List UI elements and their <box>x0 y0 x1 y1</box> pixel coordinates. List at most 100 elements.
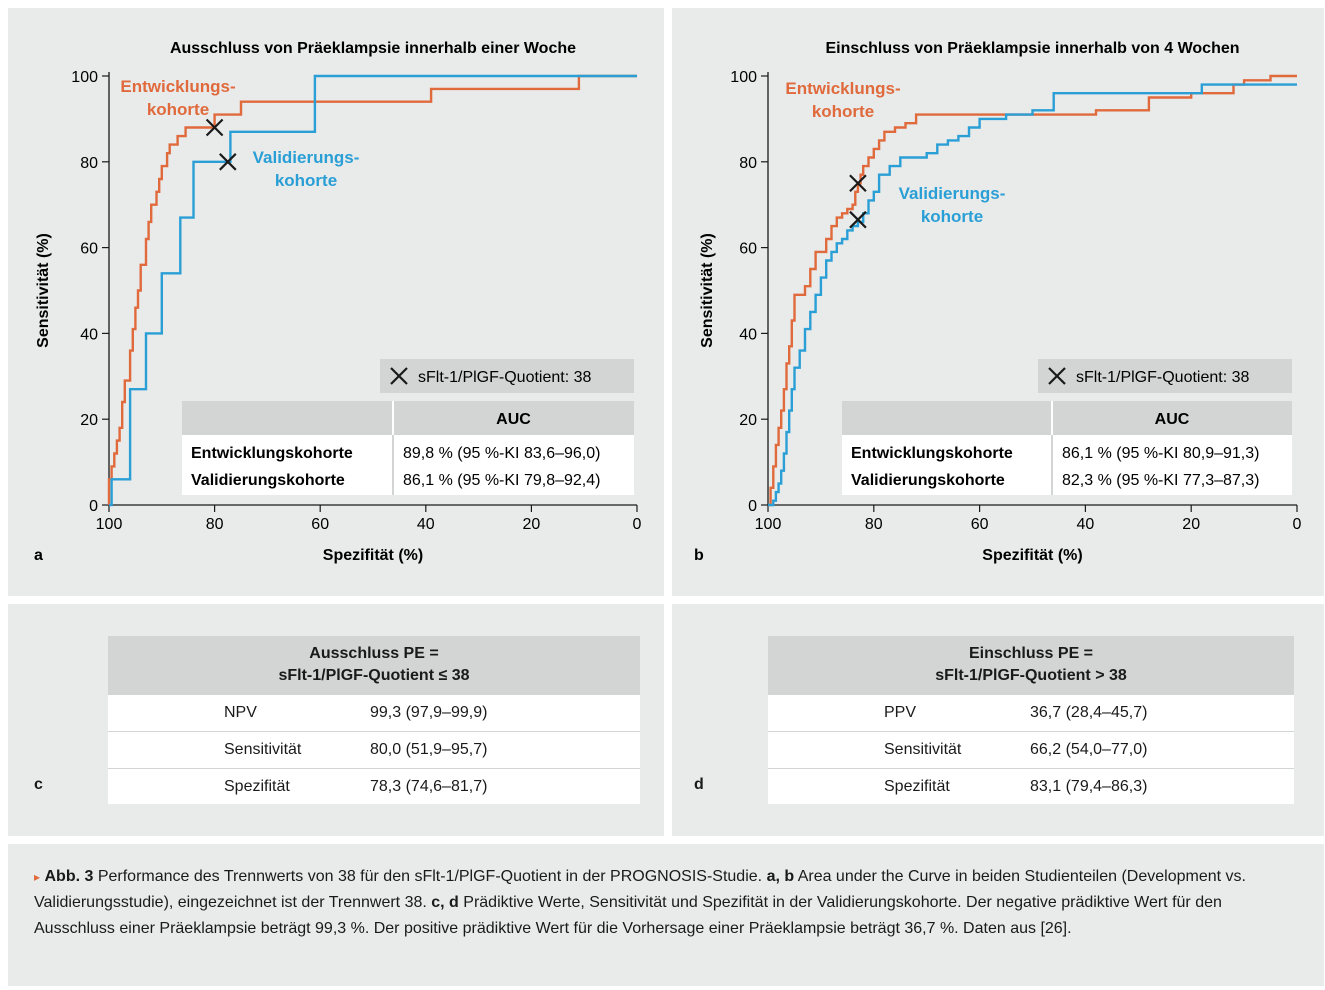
series-line-1 <box>109 74 637 507</box>
roc-chart-a: Ausschluss von Präeklampsie innerhalb ei… <box>34 40 642 564</box>
x-tick-label: 60 <box>971 516 989 533</box>
y-axis-label: Sensitivität (%) <box>35 233 52 348</box>
row-value: 99,3 (97,9–99,9) <box>370 704 488 721</box>
y-tick-label: 0 <box>748 498 757 515</box>
auc-body-bg <box>842 435 1292 495</box>
series-label-0: Entwicklungs-kohorte <box>785 79 900 121</box>
legend-cross-stroke <box>390 367 408 385</box>
table-header-line-2: sFlt-1/PlGF-Quotient > 38 <box>935 667 1127 684</box>
table-row: Sensitivität 80,0 (51,9–95,7) <box>108 731 640 768</box>
cutoff-marker-icon <box>849 174 867 193</box>
y-tick-label: 80 <box>80 155 98 172</box>
marker-legend-box <box>1038 359 1292 393</box>
caption-ref: a, b <box>766 868 795 885</box>
auc-row-value: 82,3 % (95 %-KI 77,3–87,3) <box>1062 472 1259 489</box>
panel-b: Einschluss von Präeklampsie innerhalb vo… <box>672 8 1324 596</box>
auc-header-bg <box>842 401 1292 435</box>
legend-cross-icon <box>1048 367 1066 385</box>
cutoff-marker-icon <box>849 210 867 229</box>
auc-body-bg <box>182 435 634 495</box>
series-label-1: Validierungs-kohorte <box>253 148 360 190</box>
x-tick-label: 0 <box>1293 516 1302 533</box>
table-header-line-1: Einschluss PE = <box>968 645 1094 662</box>
series-line-0 <box>107 74 637 505</box>
series-label-0: Entwicklungs-kohorte <box>120 77 235 119</box>
auc-header-bg <box>182 401 634 435</box>
caption-text: Performance des Trennwerts von 38 für de… <box>97 868 763 885</box>
series-label-line: Entwicklungs- <box>120 77 235 96</box>
y-tick-label: 20 <box>739 412 757 429</box>
marker-legend-label: sFlt-1/PlGF-Quotient: 38 <box>1076 369 1249 386</box>
row-label: Spezifität <box>224 778 290 795</box>
y-tick-label: 20 <box>80 412 98 429</box>
table-header: Ausschluss PE = sFlt-1/PlGF-Quotient ≤ 3… <box>108 636 640 694</box>
auc-header: AUC <box>1155 411 1190 428</box>
row-value: 80,0 (51,9–95,7) <box>370 741 488 758</box>
x-tick-label: 20 <box>523 516 541 533</box>
series-label-line: Entwicklungs- <box>785 79 900 98</box>
y-tick-label: 100 <box>71 69 98 86</box>
auc-row-value: 86,1 % (95 %-KI 80,9–91,3) <box>1062 445 1259 462</box>
chart-title: Ausschluss von Präeklampsie innerhalb ei… <box>170 40 576 57</box>
x-tick-label: 80 <box>206 516 224 533</box>
table-row: Spezifität 83,1 (79,4–86,3) <box>768 768 1294 805</box>
series-label-line: kohorte <box>812 102 874 121</box>
auc-row-label: Validierungskohorte <box>191 472 345 489</box>
caption-label: Abb. 3 <box>44 868 94 885</box>
series-line-1 <box>768 83 1297 507</box>
series-label-line: kohorte <box>147 100 209 119</box>
y-tick-label: 100 <box>730 69 757 86</box>
cutoff-marker-icon <box>219 153 237 171</box>
y-axis-label: Sensitivität (%) <box>699 233 716 348</box>
series-label-line: kohorte <box>275 171 337 190</box>
caption-text: Area under the Curve in beiden Studi­ent… <box>34 868 1246 911</box>
x-axis-label: Spezifität (%) <box>323 547 423 564</box>
panel-a: Ausschluss von Präeklampsie innerhalb ei… <box>8 8 664 596</box>
auc-row-value: 89,8 % (95 %-KI 83,6–96,0) <box>403 445 600 462</box>
roc-chart-b: Einschluss von Präeklampsie innerhalb vo… <box>694 40 1302 564</box>
auc-row-label: Entwicklungskohorte <box>851 445 1013 462</box>
figure-caption: ▸ Abb. 3 Performance des Trennwerts von … <box>8 844 1324 986</box>
caption-marker-icon: ▸ <box>34 870 41 884</box>
chart-title: Einschluss von Präeklampsie innerhalb vo… <box>825 40 1239 57</box>
x-tick-label: 100 <box>96 516 123 533</box>
series-label-1: Validierungs-kohorte <box>899 184 1006 226</box>
x-tick-label: 0 <box>633 516 642 533</box>
table-header-line-2: sFlt-1/PlGF-Quotient ≤ 38 <box>278 667 470 684</box>
y-tick-label: 40 <box>80 326 98 343</box>
row-value: 83,1 (79,4–86,3) <box>1030 778 1148 795</box>
series-label-line: kohorte <box>921 207 983 226</box>
cutoff-marker-stroke <box>219 153 237 171</box>
row-value: 78,3 (74,6–81,7) <box>370 778 488 795</box>
table-row: Spezifität 78,3 (74,6–81,7) <box>108 768 640 805</box>
cutoff-marker-stroke <box>849 210 867 229</box>
x-tick-label: 40 <box>417 516 435 533</box>
caption-text: Prädiktive Werte, Sensitivität und Spezi… <box>34 894 1222 937</box>
auc-row-label: Validierungskohorte <box>851 472 1005 489</box>
auc-row-label: Entwicklungskohorte <box>191 445 353 462</box>
panel-letter-c: c <box>34 776 43 793</box>
x-tick-label: 100 <box>755 516 782 533</box>
x-tick-label: 20 <box>1182 516 1200 533</box>
marker-legend-label: sFlt-1/PlGF-Quotient: 38 <box>418 369 591 386</box>
table-header-line-1: Ausschluss PE = <box>309 645 439 662</box>
series-line-0 <box>768 74 1297 507</box>
row-label: PPV <box>884 704 917 721</box>
auc-header: AUC <box>496 411 531 428</box>
series-label-line: Validierungs- <box>253 148 360 167</box>
row-label: NPV <box>224 704 257 721</box>
x-axis-label: Spezifität (%) <box>982 547 1082 564</box>
panel-c: Ausschluss PE = sFlt-1/PlGF-Quotient ≤ 3… <box>8 604 664 836</box>
x-tick-label: 60 <box>311 516 329 533</box>
series-label-line: Validierungs- <box>899 184 1006 203</box>
panel-letter-b: b <box>694 547 704 564</box>
y-tick-label: 40 <box>739 326 757 343</box>
y-tick-label: 60 <box>80 241 98 258</box>
cutoff-marker-stroke <box>849 174 867 193</box>
x-tick-label: 40 <box>1077 516 1095 533</box>
cutoff-marker-icon <box>205 118 224 137</box>
marker-legend-box <box>380 359 634 393</box>
caption-ref: c, d <box>431 894 459 911</box>
y-tick-label: 0 <box>89 498 98 515</box>
legend-cross-icon <box>390 367 408 385</box>
